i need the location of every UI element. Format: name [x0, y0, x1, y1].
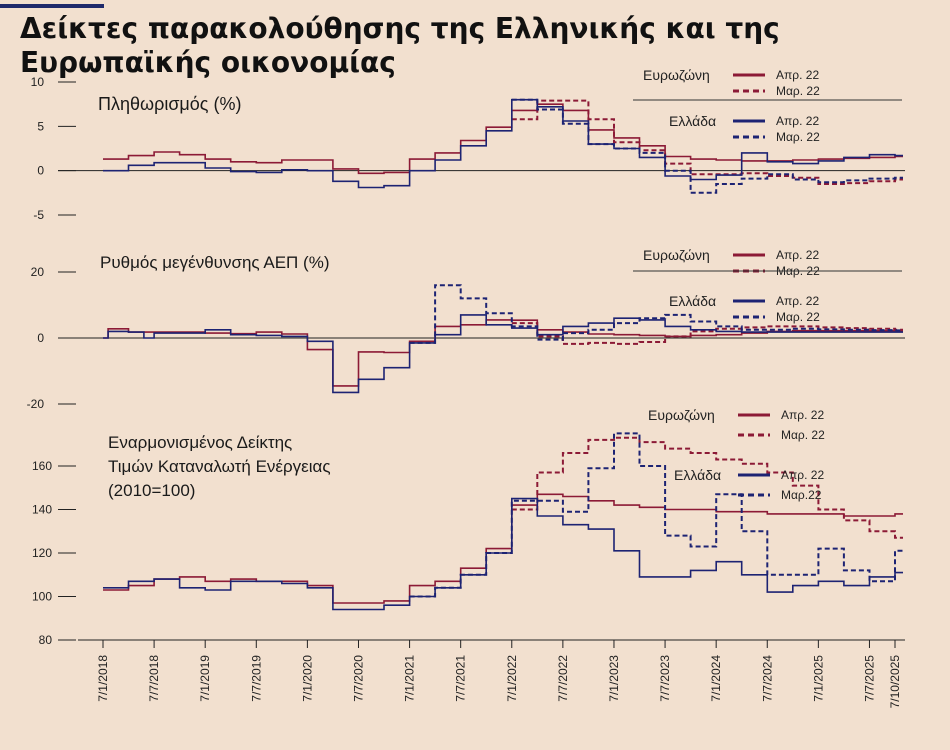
- series-line: [103, 497, 903, 611]
- panel-title: Τιμών Καταναλωτή Ενέργειας: [108, 457, 331, 476]
- x-tick-label: 7/7/2024: [760, 655, 774, 702]
- series-line: [511, 322, 903, 345]
- x-tick-label: 7/7/2020: [351, 655, 365, 702]
- y-tick-label: 140: [32, 503, 52, 517]
- x-tick-label: 7/1/2022: [505, 655, 519, 702]
- series-line: [511, 98, 903, 194]
- y-tick-label: 100: [32, 590, 52, 604]
- legend-group-label: Ευρωζώνη: [643, 67, 710, 83]
- y-tick-label: 80: [39, 633, 53, 647]
- legend-entry: Μαρ.22: [781, 488, 822, 502]
- legend-entry: Μαρ. 22: [776, 310, 820, 324]
- y-tick-label: 120: [32, 546, 52, 560]
- series-line: [511, 99, 903, 185]
- y-tick-label: 20: [31, 265, 45, 279]
- legend-group-label: Ελλάδα: [674, 467, 721, 483]
- x-tick-label: 7/1/2019: [198, 655, 212, 702]
- legend-entry: Μαρ. 22: [776, 84, 820, 98]
- panel-title: Πληθωρισμός (%): [98, 94, 241, 114]
- y-tick-label: -20: [27, 397, 45, 411]
- accent-bar: [0, 4, 104, 8]
- legend-entry: Απρ. 22: [781, 468, 824, 482]
- series-line: [103, 493, 903, 604]
- x-tick-label: 7/1/2018: [96, 655, 110, 702]
- x-tick-label: 7/1/2024: [709, 655, 723, 702]
- x-tick-label: 7/7/2023: [658, 655, 672, 702]
- y-tick-label: 0: [37, 331, 44, 345]
- x-tick-label: 7/7/2022: [556, 655, 570, 702]
- legend-entry: Μαρ. 22: [781, 428, 825, 442]
- legend-entry: Απρ. 22: [776, 248, 819, 262]
- legend-group-label: Ελλάδα: [669, 113, 716, 129]
- y-tick-label: -5: [33, 208, 44, 222]
- y-tick-label: 10: [31, 75, 45, 89]
- panel-title: (2010=100): [108, 481, 195, 500]
- y-tick-label: 5: [37, 119, 44, 133]
- x-tick-label: 7/7/2018: [147, 655, 161, 702]
- x-tick-label: 7/1/2020: [300, 655, 314, 702]
- legend-group-label: Ελλάδα: [669, 293, 716, 309]
- series-line: [409, 284, 903, 344]
- legend-entry: Απρ. 22: [781, 408, 824, 422]
- legend-entry: Μαρ. 22: [776, 130, 820, 144]
- x-tick-label: 7/7/2019: [249, 655, 263, 702]
- panel-title: Ρυθμός μεγένθυνσης ΑΕΠ (%): [100, 253, 330, 272]
- legend-entry: Απρ. 22: [776, 114, 819, 128]
- x-tick-label: 7/1/2021: [403, 655, 417, 702]
- y-tick-label: 0: [37, 164, 44, 178]
- legend-entry: Απρ. 22: [776, 68, 819, 82]
- legend-group-label: Ευρωζώνη: [643, 247, 710, 263]
- y-tick-label: 160: [32, 459, 52, 473]
- series-line: [511, 436, 903, 539]
- legend-group-label: Ευρωζώνη: [648, 407, 715, 423]
- series-line: [103, 314, 903, 394]
- x-tick-label: 7/1/2025: [811, 655, 825, 702]
- page-title: Δείκτες παρακολούθησης της Ελληνικής και…: [20, 12, 780, 79]
- x-tick-label: 7/7/2021: [454, 655, 468, 702]
- x-tick-label: 7/7/2025: [862, 655, 876, 702]
- legend-entry: Απρ. 22: [776, 294, 819, 308]
- x-tick-label: 7/10/2025: [888, 655, 902, 709]
- x-tick-label: 7/1/2023: [607, 655, 621, 702]
- panel-title: Εναρμονισμένος Δείκτης: [108, 433, 292, 452]
- series-line: [409, 432, 903, 598]
